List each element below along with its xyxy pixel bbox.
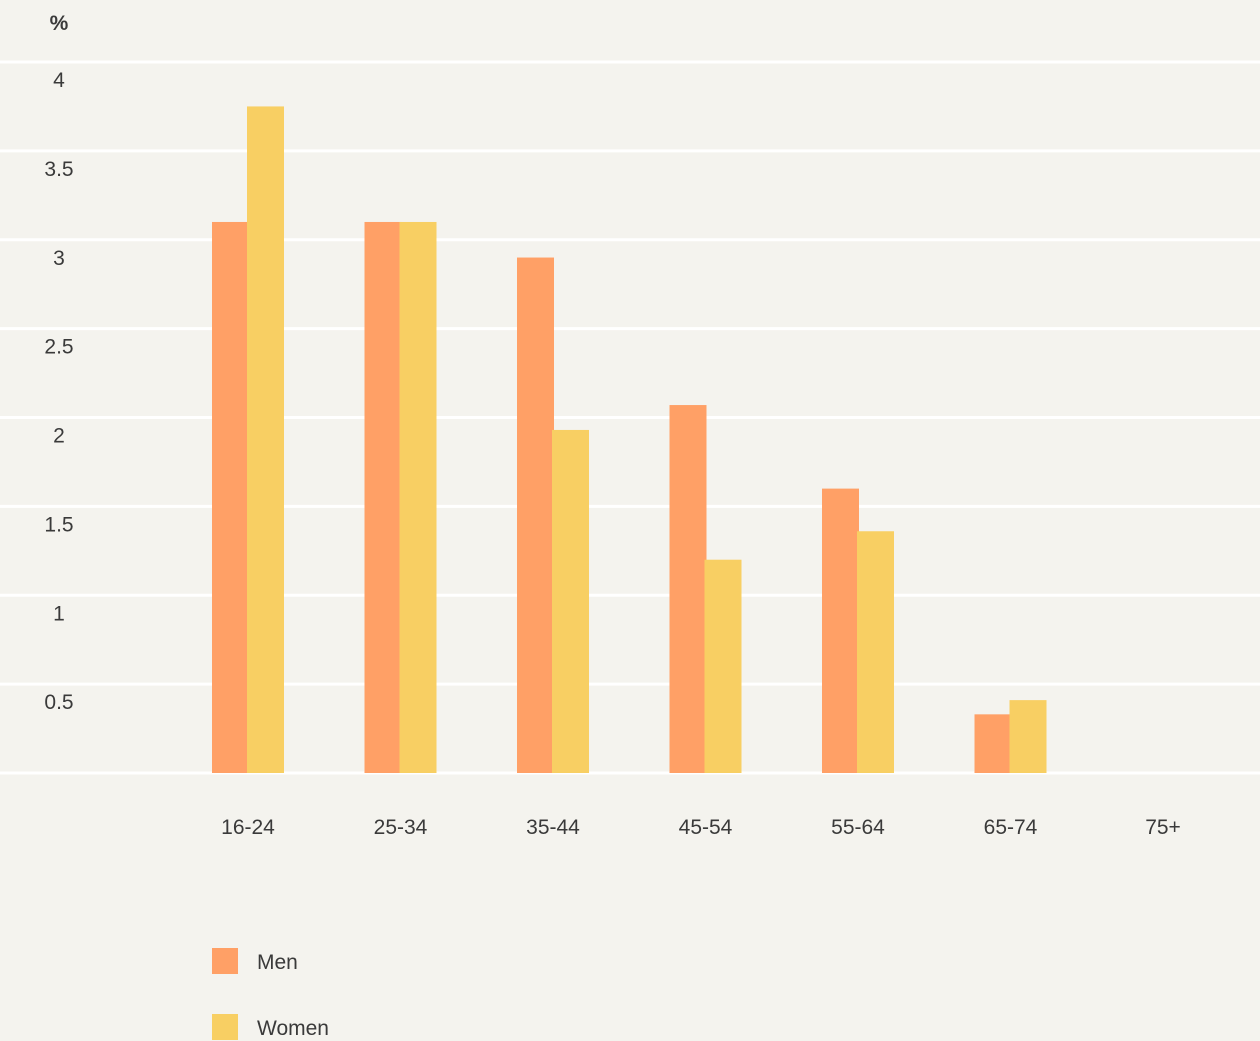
x-axis-labels: 16-24 25-34 35-44 45-54 55-64 65-74 75+: [221, 816, 1181, 839]
legend-label-women: Women: [257, 1017, 329, 1040]
x-tick-label: 65-74: [984, 816, 1038, 839]
legend: Men Women: [212, 948, 329, 1040]
y-tick-label: 4: [53, 69, 65, 92]
legend-label-men: Men: [257, 951, 298, 974]
bar-women-35-44: [552, 429, 589, 773]
legend-swatch-men: [212, 948, 238, 974]
bar-men-65-74: [974, 714, 1012, 773]
y-tick-label: 3: [53, 247, 65, 270]
y-tick-label: 1: [53, 602, 65, 625]
bars: [212, 106, 1047, 774]
y-tick-label: 3.5: [44, 158, 73, 181]
y-tick-label: 0.5: [44, 691, 73, 714]
x-tick-label: 35-44: [526, 816, 580, 839]
bar-women-65-74: [1009, 700, 1047, 773]
bar-women-16-24: [247, 106, 284, 773]
y-axis-ticks: 0.5 1 1.5 2 2.5 3 3.5 4: [44, 69, 73, 714]
y-axis-unit-label: %: [50, 12, 69, 35]
x-tick-label: 55-64: [831, 816, 885, 839]
bar-men-16-24: [212, 221, 249, 774]
x-tick-label: 16-24: [221, 816, 275, 839]
bar-men-55-64: [822, 488, 859, 773]
y-tick-label: 2.5: [44, 336, 73, 359]
bar-women-25-34: [399, 221, 437, 774]
bar-women-55-64: [857, 531, 894, 773]
bar-men-25-34: [364, 221, 402, 774]
bar-women-45-54: [704, 559, 742, 773]
bar-men-35-44: [517, 257, 554, 773]
x-tick-label: 75+: [1145, 816, 1181, 839]
y-tick-label: 2: [53, 425, 65, 448]
legend-swatch-women: [212, 1014, 238, 1040]
x-tick-label: 45-54: [679, 816, 733, 839]
gridlines: [0, 60, 1260, 775]
x-tick-label: 25-34: [374, 816, 428, 839]
bar-men-45-54: [669, 405, 707, 773]
y-tick-label: 1.5: [44, 513, 73, 536]
